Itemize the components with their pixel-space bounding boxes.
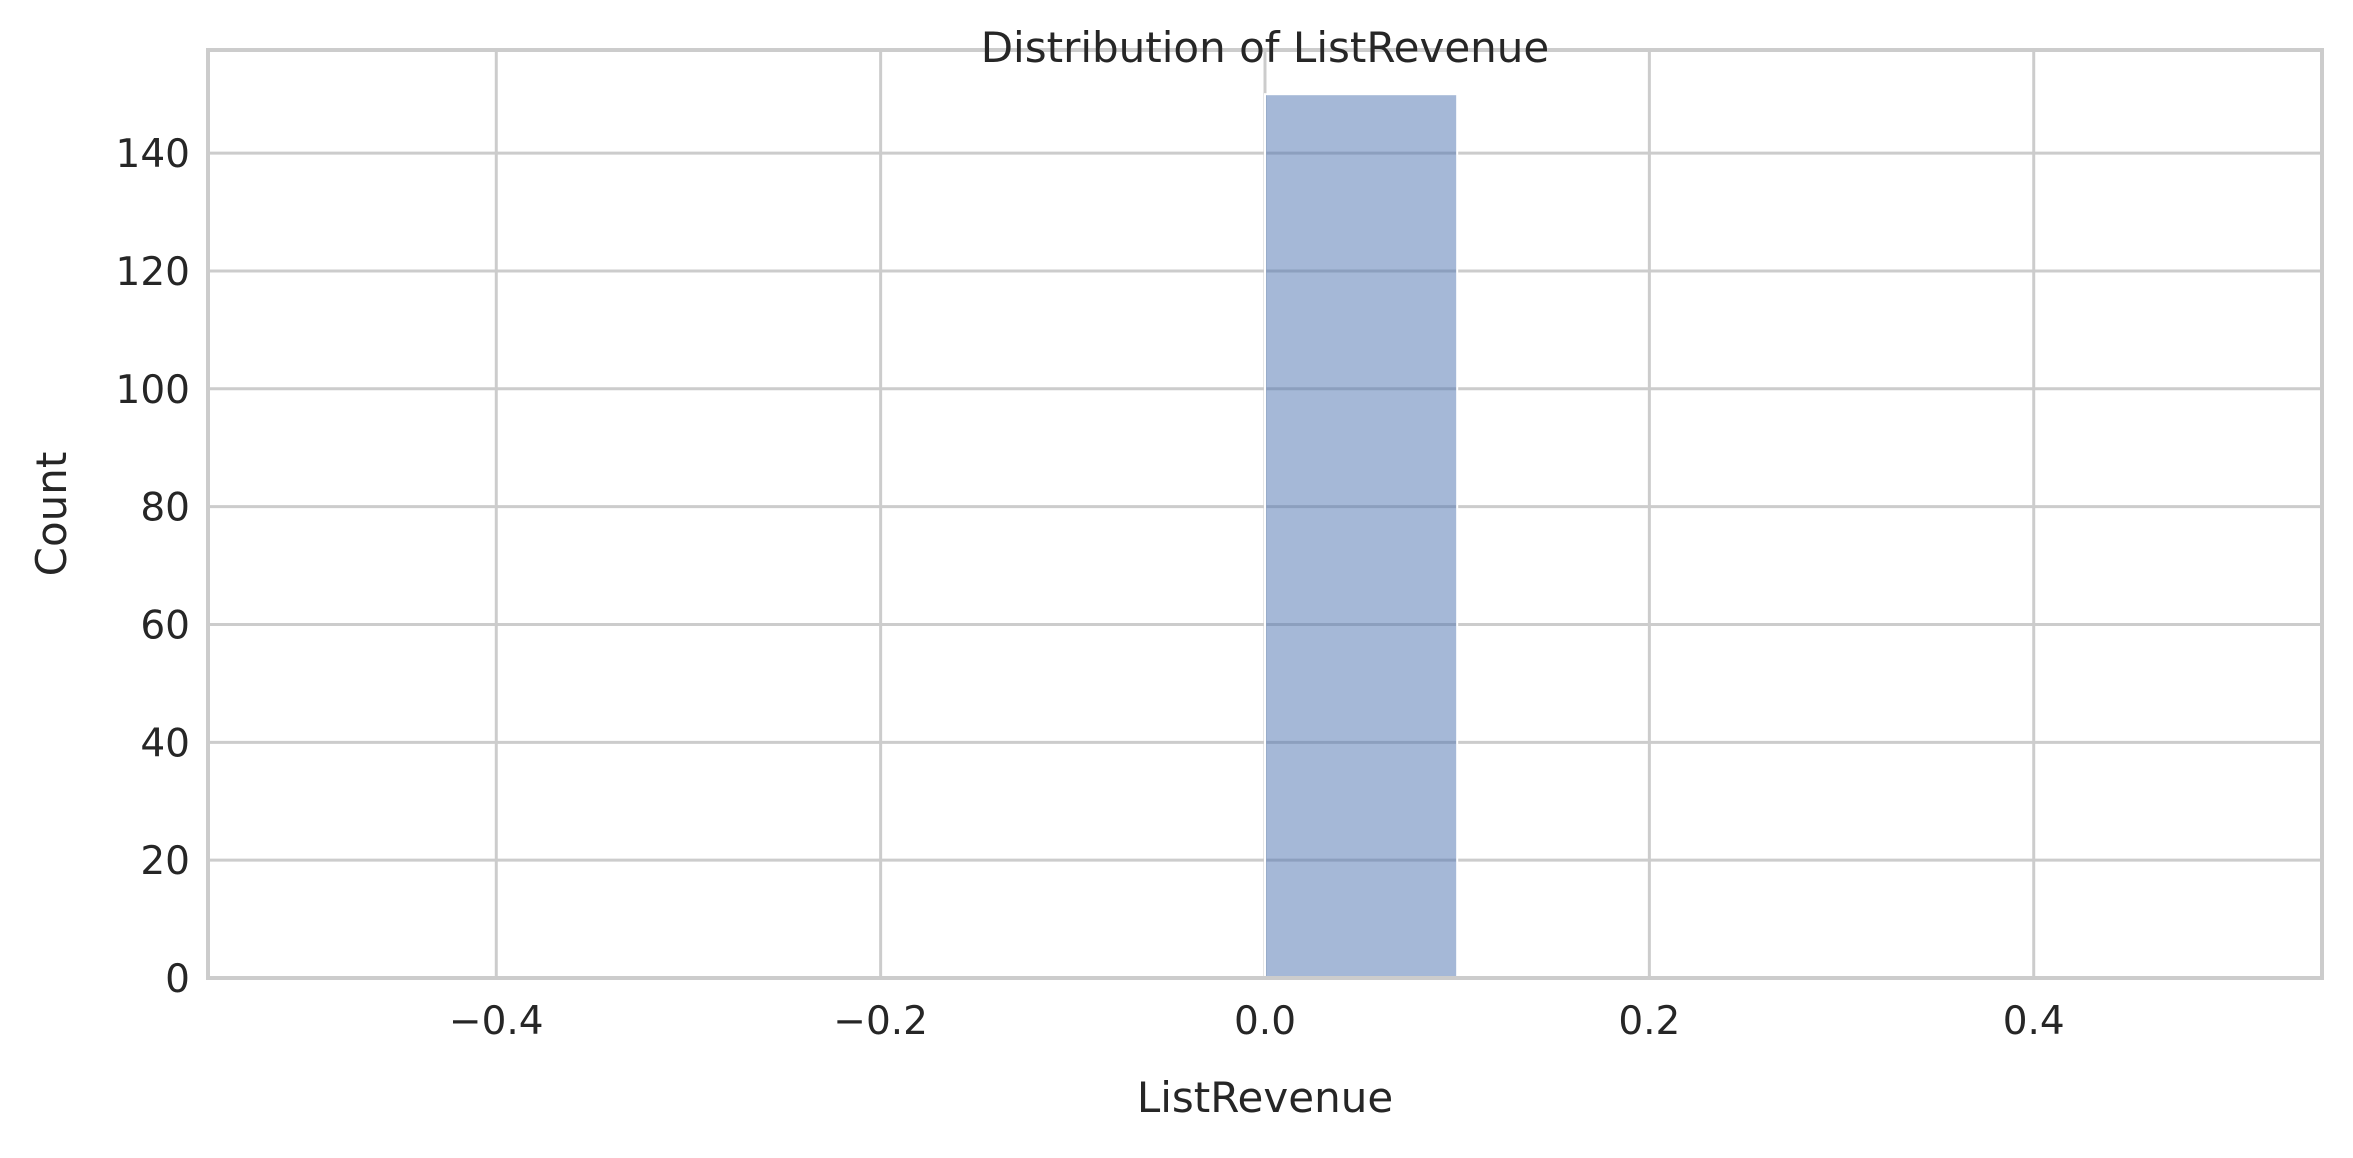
histogram-bars	[1264, 93, 1459, 979]
x-tick-label: −0.4	[449, 999, 544, 1044]
y-tick-label: 120	[116, 250, 190, 295]
y-tick-labels: 0 20 40 60 80 100 120 140	[116, 132, 190, 1002]
y-tick-label: 60	[140, 603, 190, 648]
x-tick-label: −0.2	[833, 999, 928, 1044]
y-axis-label: Count	[27, 452, 76, 577]
x-tick-label: 0.4	[2003, 999, 2065, 1044]
y-tick-label: 100	[116, 368, 190, 413]
y-tick-label: 140	[116, 132, 190, 177]
chart-title: Distribution of ListRevenue	[981, 23, 1550, 72]
x-tick-label: 0.2	[1618, 999, 1680, 1044]
y-tick-label: 40	[140, 721, 190, 766]
x-tick-label: 0.0	[1234, 999, 1296, 1044]
histogram-bar	[1264, 93, 1459, 979]
y-tick-label: 0	[165, 957, 190, 1002]
y-tick-label: 20	[140, 839, 190, 884]
plot-frame	[206, 48, 2324, 980]
x-tick-labels: −0.4 −0.2 0.0 0.2 0.4	[449, 999, 2065, 1044]
x-axis-label: ListRevenue	[1137, 1073, 1393, 1122]
y-tick-label: 80	[140, 486, 190, 531]
